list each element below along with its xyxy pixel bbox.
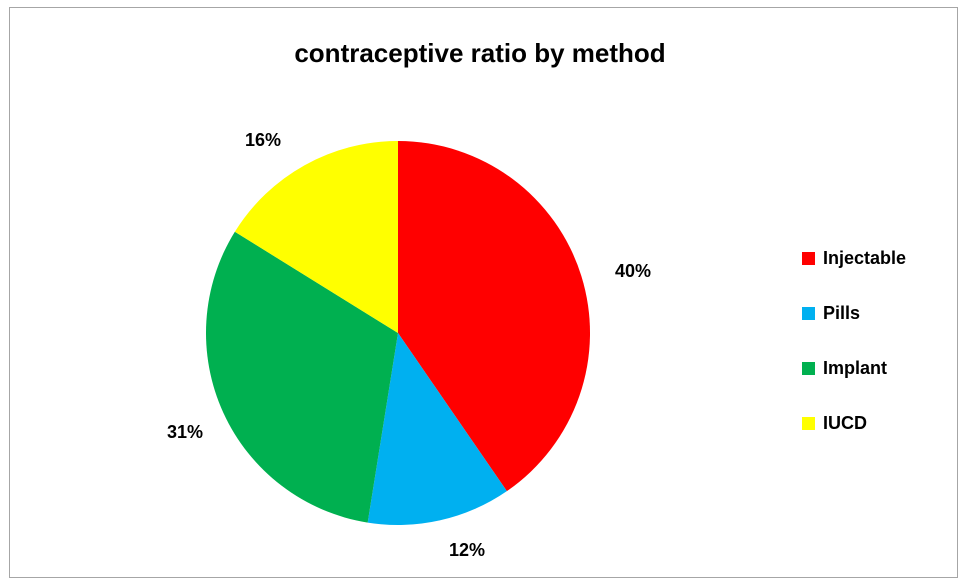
legend-label-pills: Pills <box>823 302 861 323</box>
data-label-injectable: 40% <box>615 261 651 281</box>
legend-label-iucd: IUCD <box>823 412 867 433</box>
legend-label-injectable: Injectable <box>823 247 907 268</box>
chart-title: contraceptive ratio by method <box>294 38 666 68</box>
data-label-implant: 31% <box>167 422 203 442</box>
legend-swatch-pills <box>802 306 815 320</box>
pie-slice-pills <box>367 333 507 526</box>
data-label-pills: 12% <box>449 540 485 560</box>
legend-swatch-iucd <box>802 416 815 430</box>
legend-swatch-injectable <box>802 251 815 265</box>
legend-swatch-implant <box>802 361 815 375</box>
pie-slice-injectable <box>398 141 591 492</box>
legend-item-implant: Implant <box>802 354 906 382</box>
pie-slice-implant <box>205 231 398 523</box>
legend-item-pills: Pills <box>802 299 906 327</box>
chart-legend: Injectable Pills Implant IUCD <box>802 244 906 464</box>
legend-item-injectable: Injectable <box>802 244 906 272</box>
pie-slice-iucd <box>234 141 398 333</box>
data-label-iucd: 16% <box>245 130 281 150</box>
legend-item-iucd: IUCD <box>802 409 906 437</box>
legend-label-implant: Implant <box>823 357 888 378</box>
